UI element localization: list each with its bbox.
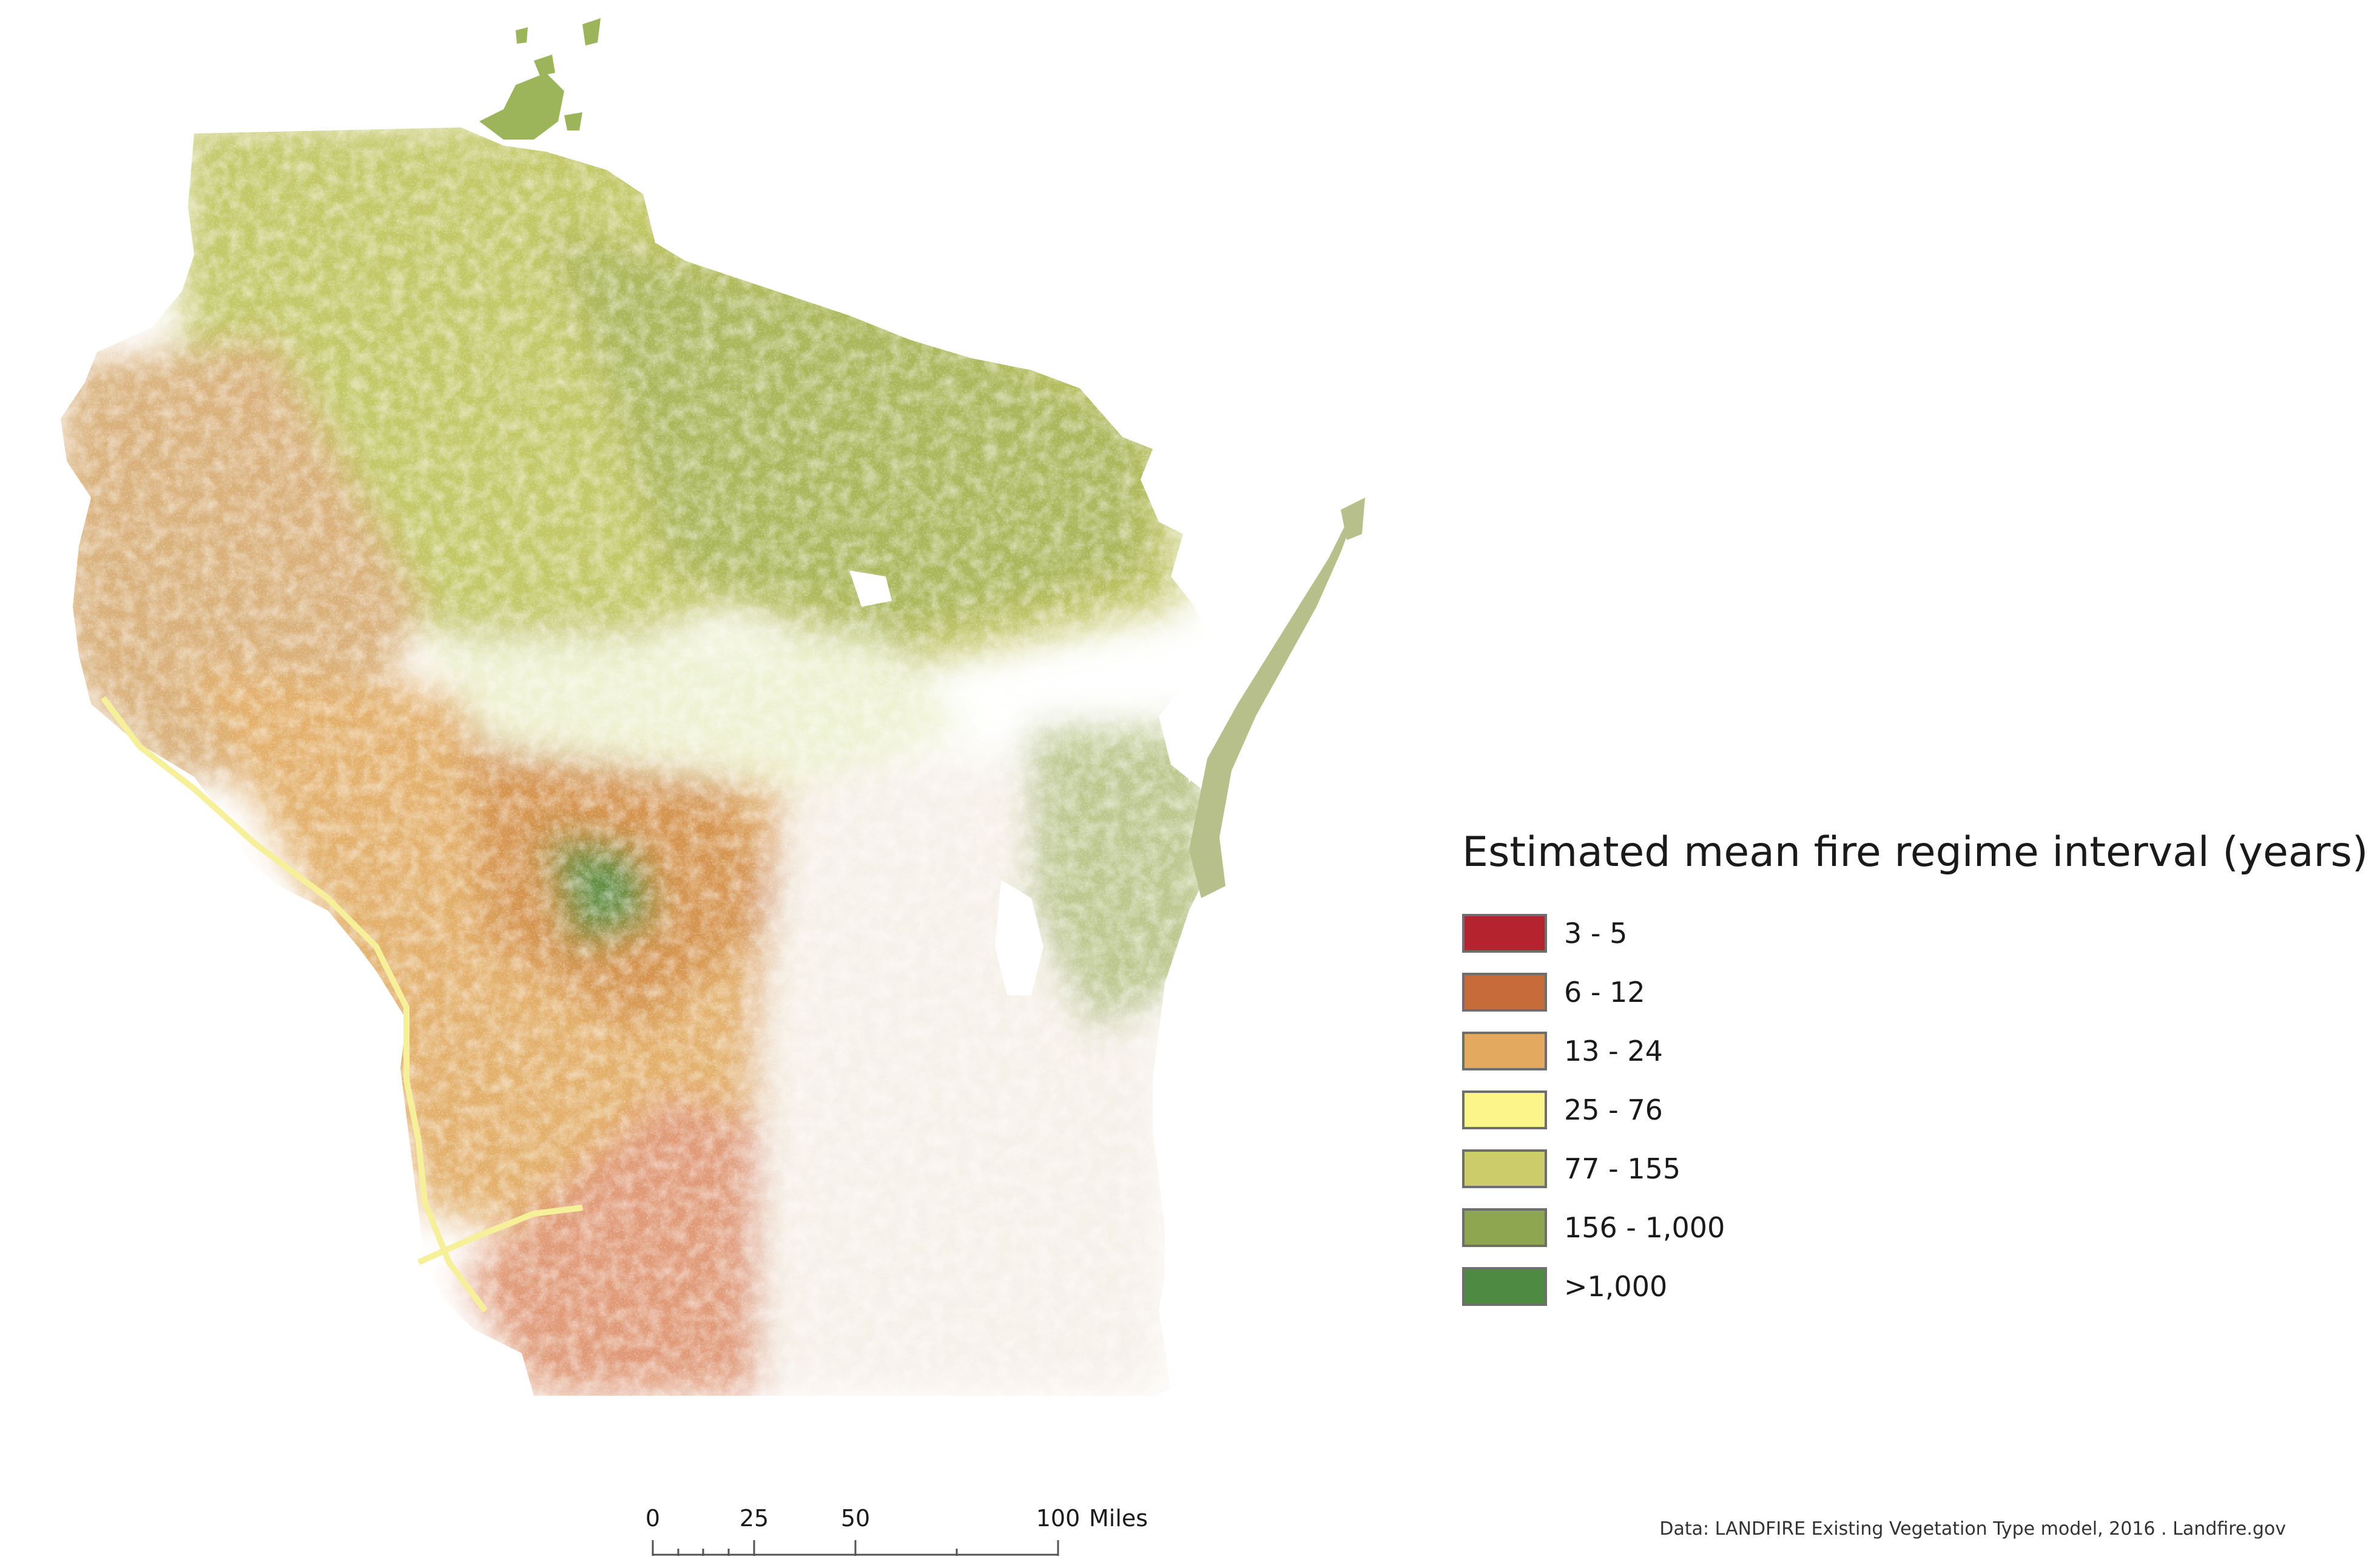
- source-credit: Data: LANDFIRE Existing Vegetation Type …: [1659, 1518, 2286, 1540]
- legend-swatch: [1462, 1208, 1547, 1247]
- state-fill: [61, 127, 1219, 1396]
- legend-swatch: [1462, 913, 1547, 953]
- map-area: [61, 18, 1365, 1396]
- legend-label: 25 - 76: [1564, 1093, 1663, 1126]
- apostle-islands: [479, 18, 601, 140]
- legend-swatch: [1462, 1031, 1547, 1070]
- legend-label: >1,000: [1564, 1270, 1668, 1303]
- scale-label-25: 25: [739, 1505, 769, 1532]
- legend-item: 3 - 5: [1462, 904, 2190, 962]
- legend-label: 156 - 1,000: [1564, 1211, 1725, 1244]
- interior-lakes: [849, 570, 1043, 995]
- legend-items: 3 - 5 6 - 12 13 - 24 25 - 76 77 - 155 15…: [1462, 904, 2190, 1316]
- legend-item: 25 - 76: [1462, 1080, 2190, 1139]
- legend-label: 6 - 12: [1564, 975, 1645, 1009]
- scale-unit: Miles: [1089, 1505, 1148, 1532]
- legend-item: 156 - 1,000: [1462, 1198, 2190, 1257]
- legend-item: 77 - 155: [1462, 1139, 2190, 1198]
- wisconsin-fire-regime-map: [61, 18, 1365, 1396]
- scale-label-100: 100: [1036, 1505, 1080, 1532]
- scale-label-50: 50: [840, 1505, 871, 1532]
- scale-bar: 0 25 50 100 Miles: [631, 1505, 1177, 1562]
- legend-label: 77 - 155: [1564, 1152, 1681, 1185]
- legend-label: 3 - 5: [1564, 916, 1628, 950]
- legend-swatch: [1462, 972, 1547, 1012]
- scale-label-0: 0: [645, 1505, 661, 1532]
- legend-swatch: [1462, 1090, 1547, 1129]
- legend-swatch: [1462, 1266, 1547, 1306]
- scale-bar-graphic: [652, 1540, 1059, 1556]
- legend-item: 6 - 12: [1462, 962, 2190, 1021]
- legend: Estimated mean fire regime interval (yea…: [1462, 828, 2368, 1316]
- legend-label: 13 - 24: [1564, 1034, 1663, 1067]
- lake-michigan-shore-gap: [1177, 546, 1304, 783]
- legend-item: >1,000: [1462, 1257, 2190, 1316]
- door-peninsula: [1189, 498, 1365, 898]
- legend-swatch: [1462, 1149, 1547, 1188]
- mississippi-river: [101, 696, 583, 1313]
- legend-title: Estimated mean fire regime interval (yea…: [1462, 828, 2368, 876]
- legend-item: 13 - 24: [1462, 1021, 2190, 1080]
